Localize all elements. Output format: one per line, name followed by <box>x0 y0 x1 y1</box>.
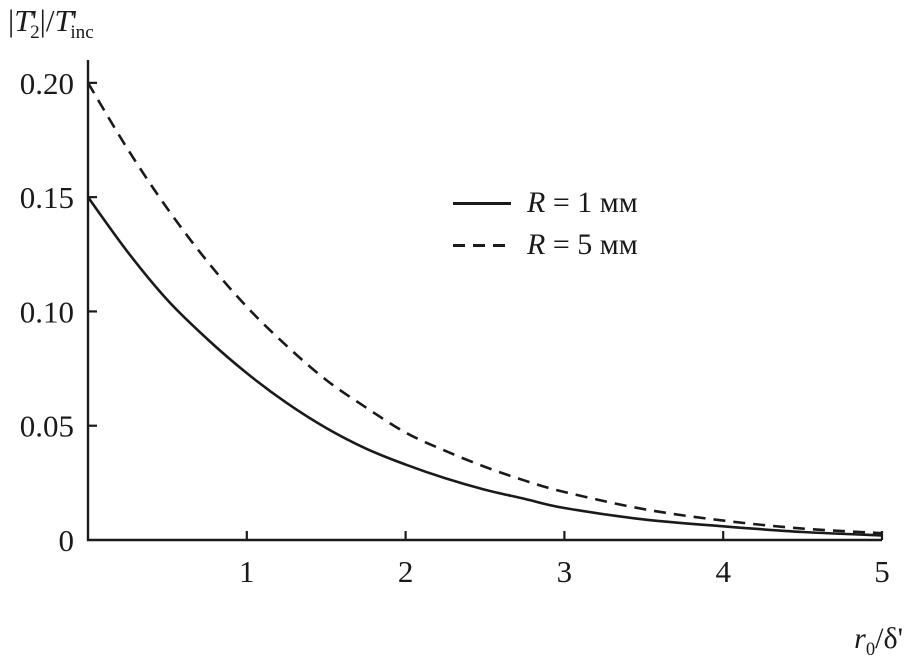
y-axis-title-symbol: T <box>14 3 32 38</box>
dashed-line-sample <box>453 243 511 247</box>
y-axis-title-mid: |/ <box>39 3 55 38</box>
y-tick-label: 0.10 <box>20 294 74 329</box>
series-lines <box>86 82 883 537</box>
x-axis-title: r0/δ' <box>854 622 903 659</box>
y-axis-title: |T'2|/T'inc <box>8 3 94 42</box>
axis-spines <box>86 60 882 542</box>
x-tick-label: 3 <box>557 554 573 589</box>
y-axis-title-prime2: ' <box>71 3 78 38</box>
y-axis-title-sub1: 2 <box>30 22 40 44</box>
y-axis-title-sub2: inc <box>70 22 94 44</box>
y-axis-title-bar1: | <box>8 3 15 38</box>
axes: 1 2 3 4 5 0 0.05 0.10 0.15 0.20 <box>20 60 890 589</box>
legend-symbol-solid: R <box>527 186 546 219</box>
x-tick-label: 1 <box>239 554 255 589</box>
legend-item-dashed: R = 5 мм <box>453 224 638 266</box>
x-axis-title-slash: / <box>875 622 884 655</box>
legend-item-solid: R = 1 мм <box>453 182 638 224</box>
legend-label-solid: R = 1 мм <box>527 186 638 220</box>
legend-value-solid: = 1 мм <box>545 186 638 219</box>
x-tick-label: 5 <box>874 554 890 589</box>
x-tick-label: 4 <box>715 554 731 589</box>
y-tick-label: 0.15 <box>20 180 74 215</box>
x-tick-label: 2 <box>398 554 414 589</box>
x-axis-title-symbol: r <box>854 622 866 655</box>
legend-label-dashed: R = 5 мм <box>527 228 638 262</box>
solid-line-sample <box>453 201 511 205</box>
y-tick-label: 0.05 <box>20 409 74 444</box>
y-axis-title-prime1: ' <box>31 3 38 38</box>
legend-value-dashed: = 5 мм <box>545 228 638 261</box>
y-tick-label: 0.20 <box>20 66 74 101</box>
x-axis-title-sub: 0 <box>865 639 876 660</box>
x-axis-title-delta: δ <box>883 622 898 655</box>
y-tick-label: 0 <box>59 523 75 558</box>
legend: R = 1 мм R = 5 мм <box>453 182 638 266</box>
series-line-solid <box>86 196 883 537</box>
y-axis-title-symbol2: T <box>54 3 72 38</box>
series-line-dashed <box>86 82 883 535</box>
legend-symbol-dashed: R <box>527 228 546 261</box>
x-axis-title-prime: ' <box>897 622 903 655</box>
